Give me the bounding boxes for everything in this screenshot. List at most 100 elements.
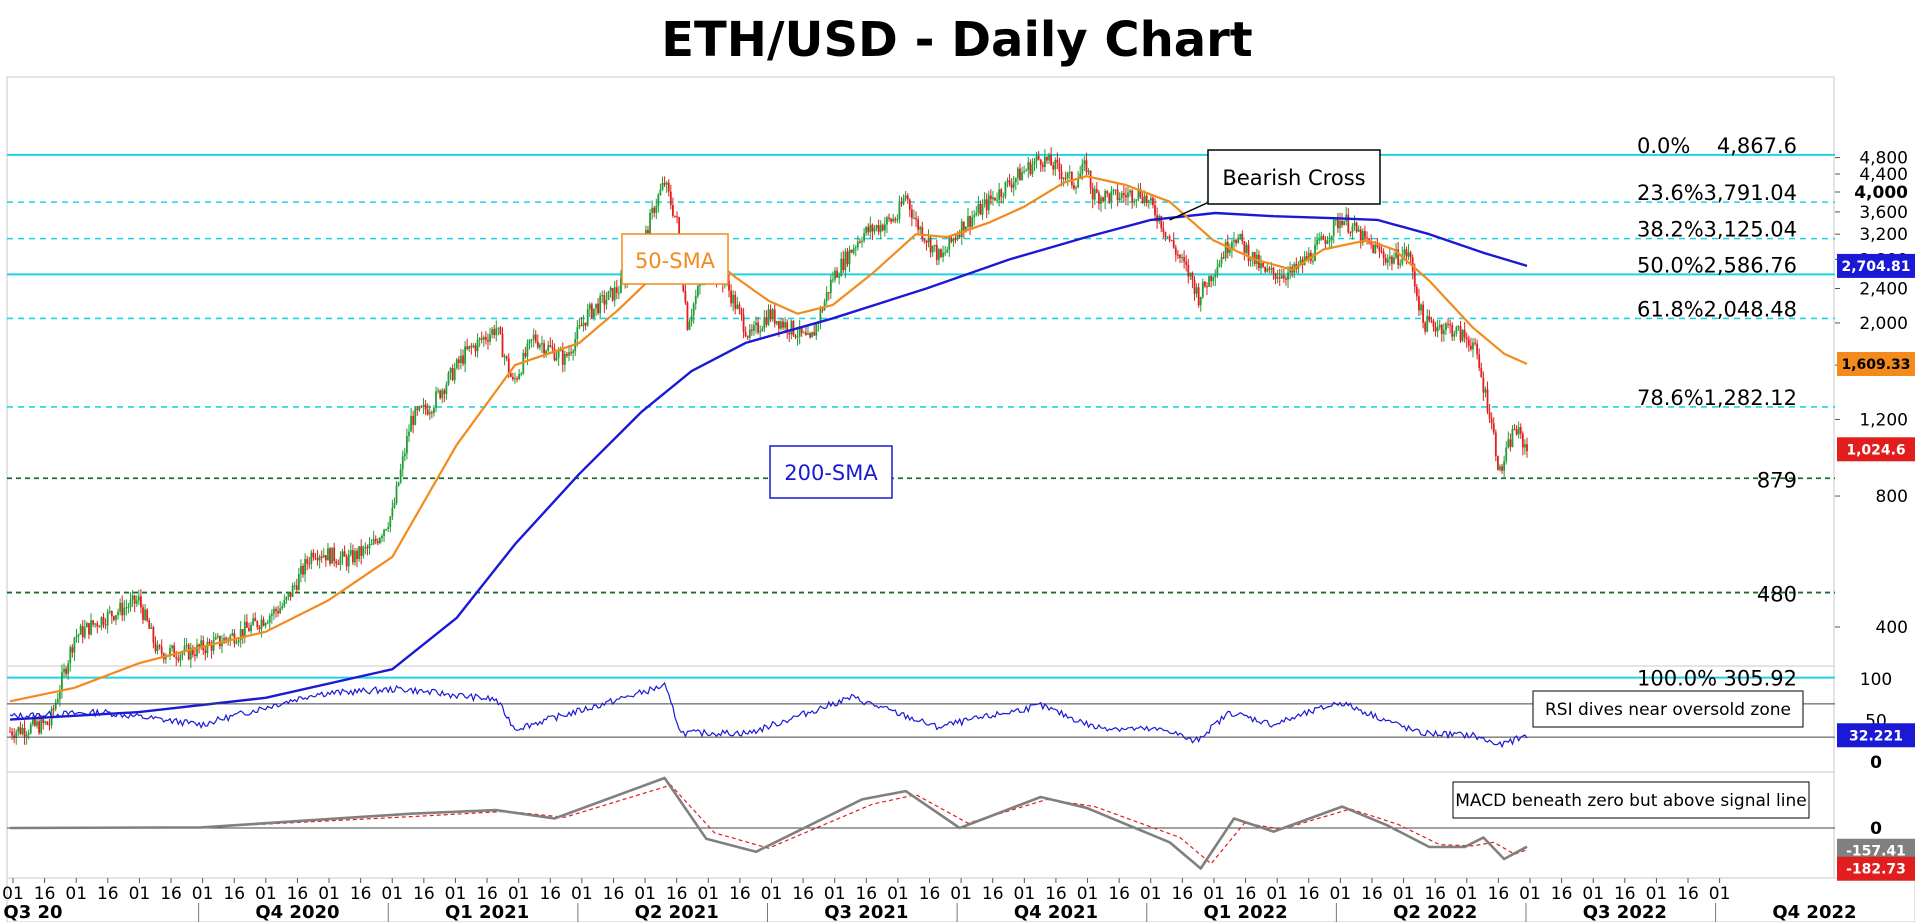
candle-body: [771, 309, 774, 320]
candle-body: [1407, 252, 1410, 257]
candle-body: [938, 249, 940, 260]
rsi-line: [9, 681, 1528, 749]
candle-body: [736, 304, 739, 309]
candle-body: [1280, 275, 1283, 279]
candle-body: [119, 602, 122, 612]
candle-body: [777, 321, 780, 329]
candle-body: [285, 597, 288, 601]
candle-body: [1160, 216, 1163, 229]
candle-body: [850, 249, 853, 253]
candle-body: [343, 551, 346, 557]
candle-body: [553, 348, 556, 361]
candle-body: [763, 317, 766, 329]
quarter-label-2: Q1 2021: [445, 902, 529, 922]
candle-body: [1214, 275, 1217, 278]
candle-body: [1201, 281, 1204, 297]
candle-body: [1231, 241, 1233, 250]
candle-body: [1023, 171, 1026, 173]
candle-body: [1467, 339, 1470, 346]
day-tick-label-23: 16: [729, 884, 751, 904]
day-tick-label-19: 16: [603, 884, 625, 904]
candle-body: [447, 372, 450, 385]
candle-body: [921, 227, 924, 239]
sma200-annotation-label: 200-SMA: [784, 461, 878, 485]
candle-body: [1457, 326, 1460, 328]
candle-body: [665, 182, 668, 185]
fib-value-3: 2,586.76: [1703, 253, 1797, 277]
candle-body: [79, 626, 82, 635]
candle-body: [1185, 261, 1188, 265]
candle-body: [1501, 466, 1503, 471]
day-tick-label-32: 01: [1014, 884, 1036, 904]
candle-body: [676, 216, 678, 218]
candle-body: [476, 339, 479, 352]
candle-body: [327, 548, 329, 561]
candle-body: [92, 620, 95, 625]
candle-body: [620, 277, 622, 293]
candle-body: [19, 727, 22, 734]
candle-body: [526, 343, 529, 357]
candle-body: [339, 557, 342, 565]
candle-body: [1343, 221, 1346, 226]
sma200-annotation: 200-SMA: [769, 445, 893, 499]
candle-body: [106, 611, 109, 626]
candle-body: [67, 663, 70, 674]
candle-body: [1316, 240, 1319, 245]
candle-body: [1016, 168, 1019, 179]
candle-body: [1206, 286, 1208, 288]
candle-body: [268, 615, 271, 623]
candle-body: [125, 607, 128, 609]
candle-body: [256, 621, 259, 628]
candle-body: [131, 595, 134, 600]
candle-body: [871, 224, 874, 232]
candle-body: [480, 338, 483, 340]
candle-body: [146, 609, 149, 621]
candle-body: [788, 332, 791, 335]
fib-value-0: 4,867.6: [1717, 134, 1797, 158]
quarter-label-0: Q3 20: [3, 902, 62, 922]
candle-body: [430, 412, 433, 414]
candle-body: [1154, 205, 1156, 216]
candle-body: [1413, 271, 1416, 287]
candle-body: [846, 251, 849, 265]
candle-body: [786, 322, 789, 333]
candle-body: [1415, 286, 1418, 297]
candle-body: [158, 645, 161, 647]
candle-body: [582, 322, 585, 326]
quarter-label-8: Q3 2022: [1583, 902, 1667, 922]
candle-body: [1249, 259, 1252, 262]
candle-body: [1382, 251, 1385, 258]
candle-body: [732, 294, 735, 304]
candle-body: [322, 555, 325, 558]
candle-body: [1386, 258, 1389, 263]
candle-body: [381, 536, 383, 539]
candle-body: [1095, 189, 1098, 193]
candle-body: [678, 217, 681, 242]
day-tick-label-12: 01: [381, 884, 403, 904]
candle-body: [690, 315, 693, 322]
price-panel-frame: [6, 76, 1835, 667]
tag-sma50-label: 1,609.33: [1841, 357, 1910, 373]
candle-body: [1019, 168, 1021, 181]
candle-body: [1524, 444, 1526, 448]
candle-body: [563, 353, 566, 365]
price-tick-label-1: 800: [1876, 487, 1908, 507]
candle-body: [1268, 268, 1271, 270]
candle-body: [1118, 197, 1121, 201]
candle-body: [295, 585, 298, 590]
fib-value-2: 3,125.04: [1703, 218, 1797, 242]
fib-percent-3: 50.0%: [1637, 253, 1704, 277]
candle-body: [541, 343, 543, 345]
day-tick-label-49: 16: [1551, 884, 1573, 904]
candle-body: [127, 607, 130, 609]
candle-body: [248, 627, 250, 632]
candle-body: [1453, 333, 1456, 337]
candle-body: [528, 339, 531, 344]
candle-body: [576, 327, 579, 339]
candle-body: [306, 559, 309, 564]
candle-body: [1440, 325, 1443, 335]
candle-body: [854, 247, 857, 249]
candle-body: [250, 624, 252, 632]
candle-body: [460, 355, 462, 363]
day-tick-label-48: 01: [1519, 884, 1541, 904]
